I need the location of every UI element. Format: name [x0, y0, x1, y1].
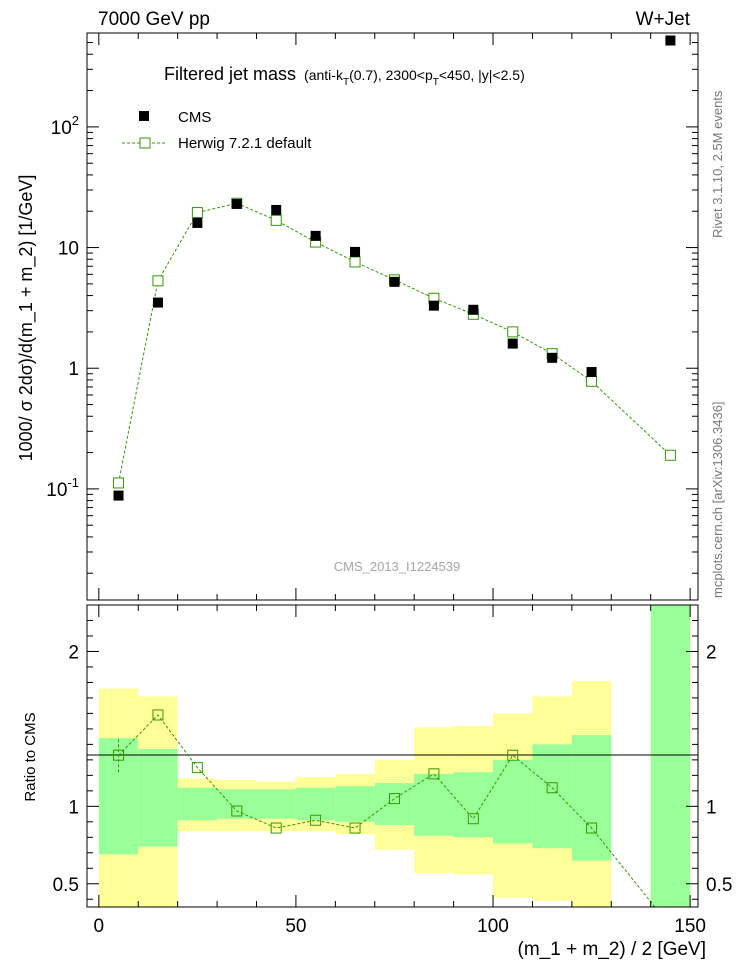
cms-point	[231, 198, 242, 209]
cms-point	[113, 490, 124, 501]
mcplots-side-label: mcplots.cern.ch [arXiv:1306.3436]	[710, 401, 725, 598]
legend: CMS Herwig 7.2.1 default	[122, 109, 312, 152]
legend-herwig-label: Herwig 7.2.1 default	[178, 135, 312, 152]
band-inner	[138, 749, 178, 847]
legend-cms-label: CMS	[178, 109, 211, 126]
band-inner	[650, 605, 691, 907]
ratio-point	[428, 768, 440, 780]
ratio-point	[310, 814, 322, 826]
band-inner	[571, 735, 612, 861]
chart-title-main: Filtered jet mass	[164, 64, 296, 84]
ratio-point	[546, 782, 558, 794]
ratio-point	[467, 813, 479, 825]
band-inner	[532, 744, 572, 849]
ratio-xtick-label: 100	[477, 916, 509, 937]
title-sub-2: T	[433, 77, 439, 88]
ratio-ytick-label-right: 1	[706, 797, 717, 818]
cms-point	[310, 230, 321, 241]
herwig-point	[507, 326, 519, 338]
herwig-point	[270, 214, 282, 226]
uncertainty-bands	[98, 605, 691, 907]
main-ytick-label: 10-1	[46, 475, 79, 501]
band-inner	[217, 789, 257, 819]
x-axis-label: (m_1 + m_2) / 2 [GeV]	[518, 939, 707, 960]
ratio-xtick-label: 50	[285, 916, 306, 937]
cms-point	[152, 297, 163, 308]
ratio-xtick-label: 0	[94, 916, 105, 937]
chart-title: Filtered jet mass (anti-kT(0.7), 2300<pT<…	[164, 64, 525, 88]
legend-herwig-marker	[139, 137, 151, 149]
ratio-ytick-label: 0.5	[53, 875, 79, 896]
cms-point	[468, 304, 479, 315]
ratio-ytick-label-right: 2	[706, 642, 717, 663]
herwig-line	[118, 202, 671, 484]
ratio-point	[191, 762, 203, 774]
title-cut-1: (anti-k	[304, 67, 344, 83]
main-panel-frame	[86, 32, 699, 601]
ratio-point	[507, 749, 519, 761]
analysis-watermark: CMS_2013_I1224539	[334, 559, 461, 574]
ratio-point	[113, 749, 125, 761]
title-cut-2: (0.7), 2300<p	[349, 67, 433, 83]
cms-point	[428, 300, 439, 311]
cms-point	[389, 276, 400, 287]
ratio-point	[586, 822, 598, 834]
main-y-axis-label: 1000/ σ 2dσ)/d(m_1 + m_2) [1/GeV]	[16, 175, 37, 462]
ratio-y-axis-label: Ratio to CMS	[22, 712, 39, 801]
ratio-xtick-label: 150	[674, 916, 706, 937]
ratio-point	[270, 822, 282, 834]
header-energy: 7000 GeV pp	[98, 9, 210, 30]
cms-point	[271, 204, 282, 215]
ratio-point	[152, 709, 164, 721]
cms-point	[350, 246, 361, 257]
herwig-point	[152, 275, 164, 287]
band-inner	[98, 738, 139, 855]
band-inner	[493, 759, 533, 844]
herwig-point	[349, 256, 361, 268]
cms-point	[586, 367, 597, 378]
cms-point	[547, 352, 558, 363]
cms-point	[665, 35, 676, 46]
legend-cms-marker	[139, 111, 149, 121]
ratio-ytick-label: 2	[68, 642, 79, 663]
herwig-point	[586, 375, 598, 387]
herwig-point	[113, 477, 125, 489]
band-inner	[335, 786, 375, 822]
band-inner	[256, 789, 296, 819]
ratio-ytick-label-right: 0.5	[706, 875, 732, 896]
ratio-point	[349, 822, 361, 834]
main-axis-ticks: 10-1 1 10 102	[46, 32, 698, 600]
band-inner	[453, 772, 494, 838]
band-inner	[177, 787, 218, 821]
ratio-point	[231, 805, 243, 817]
main-series-layer	[113, 35, 676, 501]
ratio-panel-frame	[86, 604, 699, 908]
herwig-point	[191, 207, 203, 219]
herwig-point	[664, 449, 676, 461]
band-inner	[414, 773, 454, 836]
main-ytick-label: 1	[68, 359, 79, 380]
cms-point	[507, 338, 518, 349]
cms-point	[192, 217, 203, 228]
rivet-side-label: Rivet 3.1.10, 2.5M events	[710, 90, 725, 238]
title-cut-3: <450, |y|<2.5)	[439, 67, 525, 83]
ratio-line	[118, 714, 656, 907]
main-ytick-label: 10	[58, 239, 79, 260]
main-ytick-label: 102	[51, 113, 79, 139]
ratio-series-layer	[113, 709, 656, 907]
ratio-ytick-label: 1	[68, 797, 79, 818]
header-process: W+Jet	[636, 9, 691, 30]
title-sub-1: T	[343, 77, 349, 88]
ratio-point	[388, 793, 400, 805]
